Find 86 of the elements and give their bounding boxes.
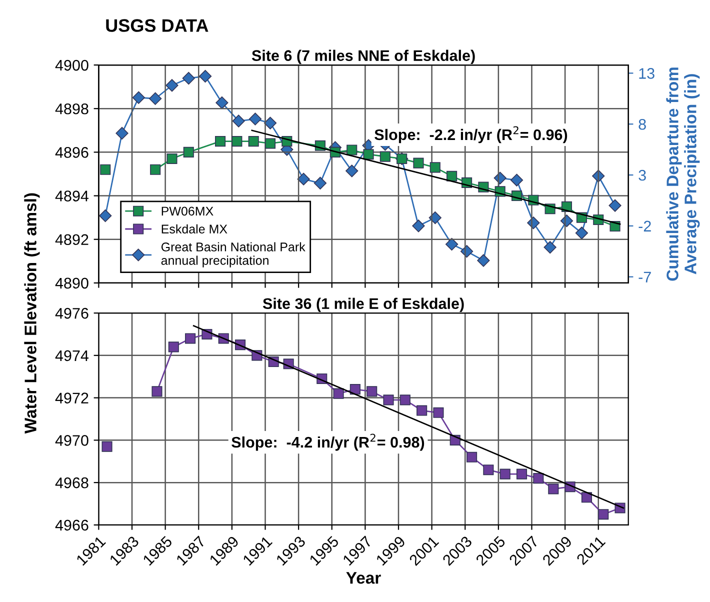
- legend-label: Eskdale MX: [162, 224, 228, 234]
- point: [185, 333, 196, 344]
- y-tick-label: 4976: [55, 308, 88, 319]
- point: [150, 164, 161, 175]
- point: [516, 468, 528, 480]
- point: [166, 153, 178, 164]
- point: [483, 464, 494, 476]
- annotation: Slope: -4.2 in/yr (R$^{2}$= 0.98): [232, 434, 424, 451]
- point: [363, 149, 374, 160]
- y2-tick-label: -2: [638, 220, 651, 232]
- y2-tick-label: 8: [638, 118, 646, 130]
- point: [430, 162, 440, 173]
- chart-title: Site 6 (7 miles NNE of Eskdale): [252, 50, 475, 64]
- point: [575, 226, 588, 240]
- point: [446, 170, 458, 182]
- point: [608, 199, 622, 212]
- y2-tick-label: -7: [638, 272, 651, 282]
- point: [232, 136, 242, 147]
- point: [428, 211, 442, 224]
- point: [264, 138, 276, 149]
- y-tick-label: 4890: [55, 278, 88, 289]
- y2-tick-label: 13: [639, 68, 654, 79]
- x-axis-title: Year: [346, 572, 381, 584]
- point: [416, 405, 428, 416]
- point: [168, 342, 179, 352]
- point: [400, 394, 410, 406]
- chart-title: Site 36 (1 mile E of Eskdale): [262, 298, 464, 312]
- y-axis-title: Water Level Elevation (ft amsl): [24, 193, 40, 434]
- y-tick-label: 4968: [55, 477, 88, 488]
- point: [548, 484, 559, 494]
- legend-label: PW06MX: [162, 206, 214, 216]
- point: [433, 407, 444, 418]
- text: USGS DATA: [106, 19, 208, 32]
- point: [466, 452, 478, 462]
- point: [500, 468, 510, 480]
- point: [215, 136, 226, 147]
- point: [477, 254, 490, 267]
- point: [383, 394, 394, 406]
- point: [598, 509, 609, 520]
- point: [346, 164, 358, 178]
- point: [412, 220, 425, 232]
- point: [166, 79, 178, 92]
- point: [182, 72, 195, 85]
- point: [333, 388, 344, 399]
- y-tick-label: 4974: [55, 350, 89, 362]
- point: [560, 214, 574, 228]
- point: [99, 209, 112, 222]
- point: [183, 146, 194, 158]
- point: [100, 164, 111, 175]
- point: [149, 92, 162, 105]
- point: [248, 136, 259, 147]
- y-tick-label: 4896: [55, 147, 88, 158]
- point: [216, 96, 228, 110]
- legend-label: Great Basin National Park annual precipitation: [161, 242, 306, 268]
- y-tick-label: 4900: [55, 60, 88, 71]
- point: [445, 238, 458, 251]
- point: [102, 441, 112, 452]
- point: [297, 172, 310, 186]
- point: [366, 386, 378, 397]
- point: [314, 176, 327, 190]
- point: [413, 158, 424, 168]
- y-tick-label: 4972: [55, 392, 88, 404]
- point: [264, 116, 277, 130]
- point: [198, 70, 212, 83]
- point: [232, 114, 245, 128]
- y2-axis-title: Cumulative Departure from Average Precipitation (in): [666, 68, 700, 281]
- point: [380, 151, 390, 162]
- point: [533, 473, 544, 484]
- point: [544, 240, 556, 254]
- point: [152, 386, 162, 397]
- y-tick-label: 4970: [55, 435, 88, 446]
- point: [248, 112, 262, 126]
- y-tick-label: 4894: [55, 190, 89, 202]
- y-tick-label: 4898: [55, 103, 88, 114]
- point: [346, 144, 358, 156]
- annotation: Slope: -2.2 in/yr (R$^{2}$= 0.96): [374, 126, 568, 144]
- point: [132, 91, 145, 104]
- point: [494, 172, 506, 184]
- point: [581, 492, 592, 503]
- y-tick-label: 4892: [55, 234, 88, 246]
- point: [460, 245, 474, 258]
- point: [510, 174, 524, 186]
- point: [116, 126, 128, 140]
- y-tick-label: 4966: [55, 520, 88, 531]
- y2-tick-label: 3: [638, 170, 646, 181]
- point: [350, 384, 360, 395]
